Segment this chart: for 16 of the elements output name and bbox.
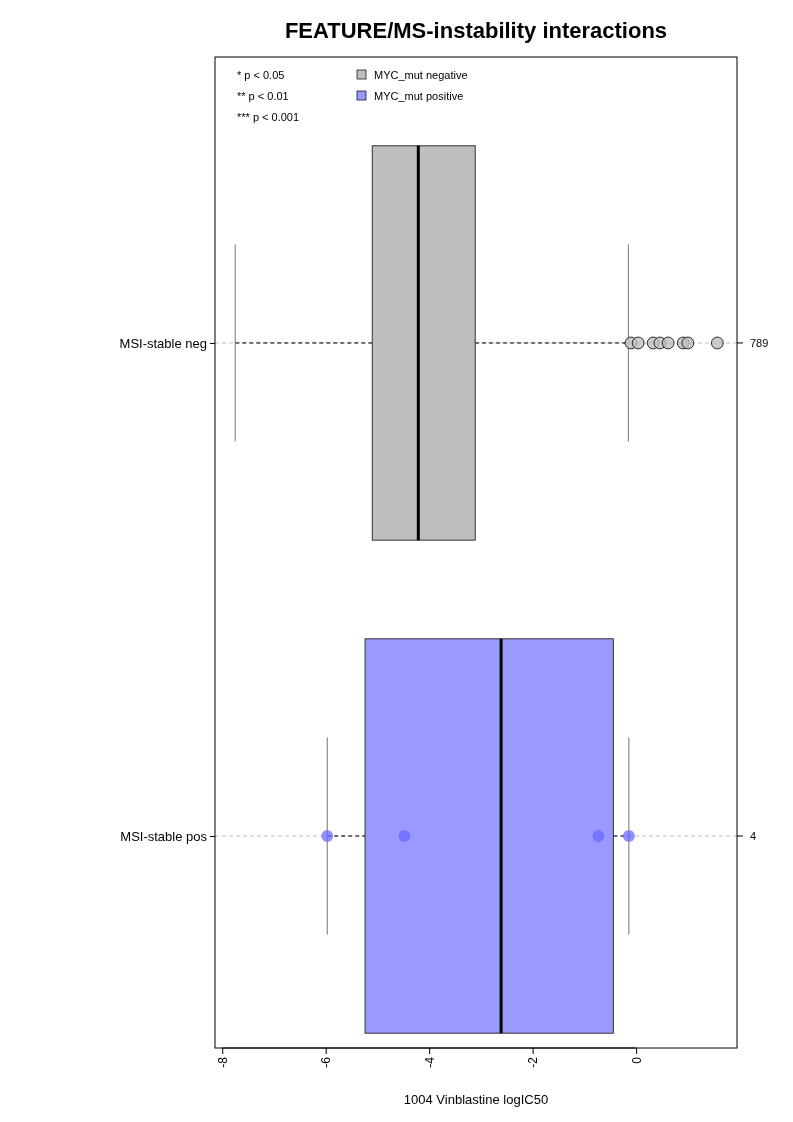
y-tick-label: MSI-stable neg	[119, 335, 207, 351]
x-axis-title: 1004 Vinblastine logIC50	[403, 1092, 549, 1107]
x-tick-label: 0	[629, 1056, 644, 1064]
x-tick-label: -6	[319, 1056, 334, 1068]
annotation: ** p < 0.01	[237, 90, 289, 102]
x-tick-label: -2	[526, 1056, 541, 1068]
annotation: * p < 0.05	[237, 69, 285, 81]
text: 4	[750, 829, 757, 842]
legend-label: MYC_mut negative	[374, 69, 468, 81]
chart-title: FEATURE/MS-instability interactions	[284, 18, 668, 43]
text: 789	[750, 336, 769, 349]
x-tick-label: -8	[215, 1056, 230, 1068]
x-tick-label: -4	[422, 1056, 437, 1068]
y-tick-label: MSI-stable pos	[120, 828, 208, 844]
legend-label: MYC_mut positive	[374, 90, 464, 102]
annotation: *** p < 0.001	[237, 111, 300, 123]
